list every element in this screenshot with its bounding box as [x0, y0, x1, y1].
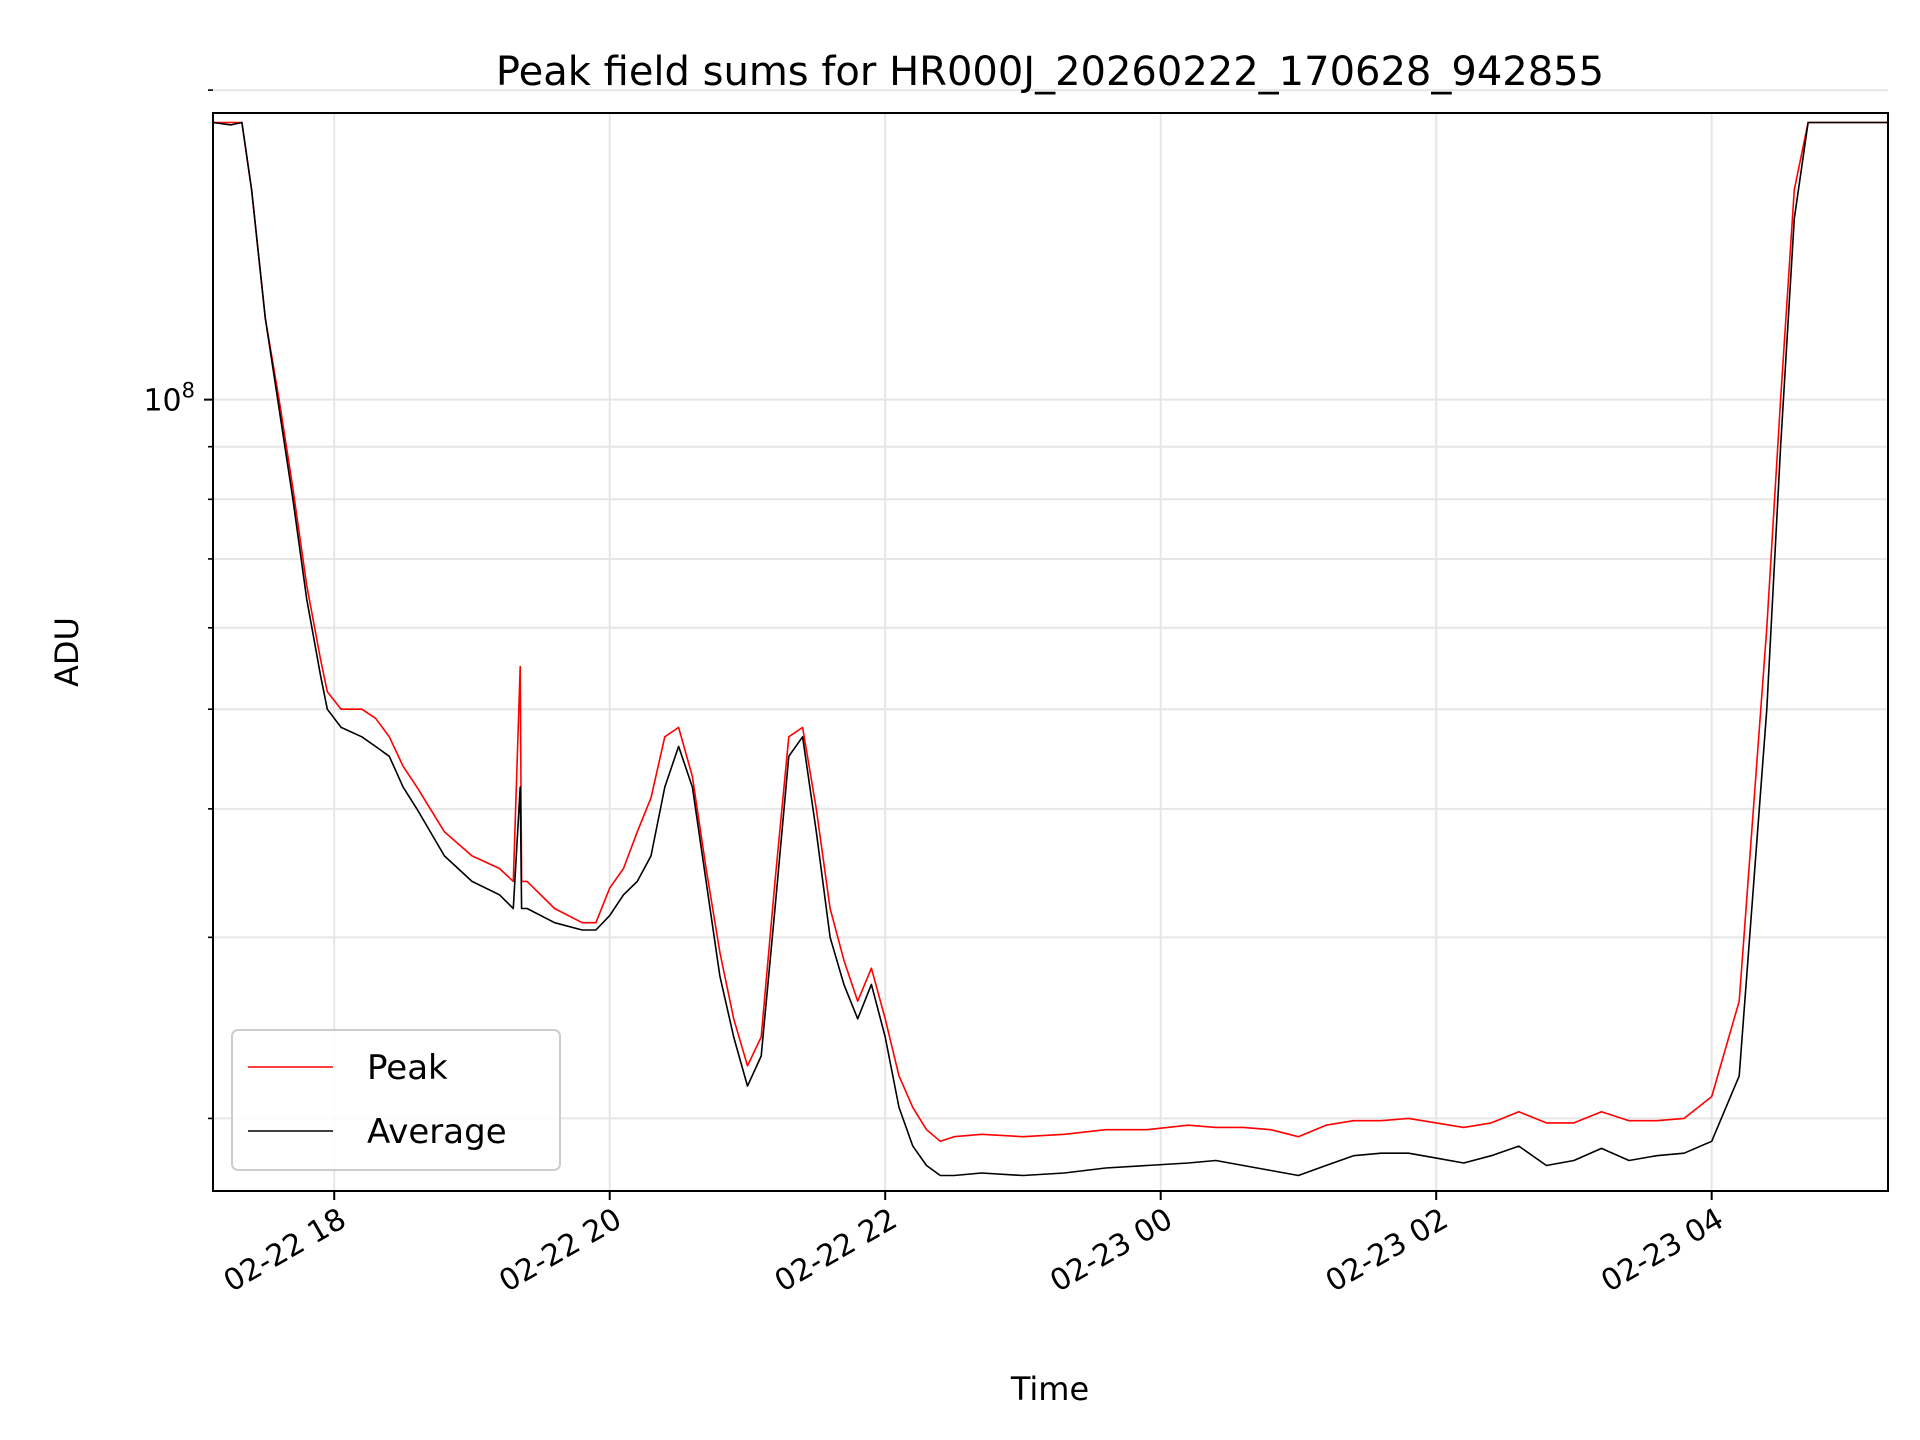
series-line-peak — [213, 121, 1888, 1143]
axes-frame — [212, 112, 1889, 1192]
legend-peak-label: Peak — [367, 1048, 448, 1088]
y-axis-ticks: 108 — [143, 89, 213, 1120]
series-line-average — [213, 121, 1888, 1177]
x-axis-title: Time — [1010, 1370, 1089, 1408]
plot-series — [213, 121, 1888, 1177]
grid-lines — [213, 89, 1888, 1191]
y-tick-label-base: 10 — [143, 384, 181, 419]
legend: Peak Average — [231, 1029, 561, 1171]
y-tick-label: 108 — [143, 379, 195, 419]
legend-average-label: Average — [367, 1112, 507, 1152]
y-tick-label-exponent: 8 — [182, 379, 195, 403]
chart-title: Peak field sums for HR000J_20260222_1706… — [496, 49, 1604, 95]
y-axis-title: ADU — [48, 617, 86, 687]
legend-box — [231, 1029, 561, 1171]
